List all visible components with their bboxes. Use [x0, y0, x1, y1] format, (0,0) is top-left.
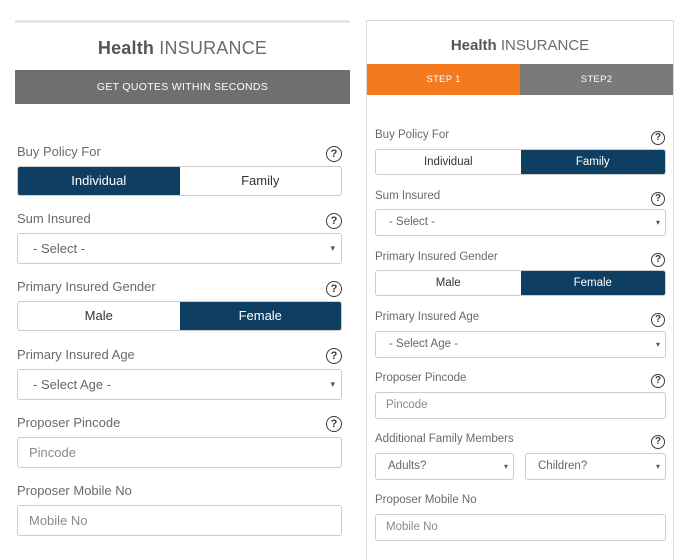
mobile-input[interactable]: Mobile No — [17, 505, 342, 536]
age-label: Primary Insured Age — [17, 347, 135, 362]
form-title: Health INSURANCE — [15, 38, 350, 59]
sum-insured-select[interactable]: - Select - ▾ — [17, 233, 342, 264]
age-select[interactable]: - Select Age - ▾ — [17, 369, 342, 400]
adults-select[interactable]: Adults? ▾ — [375, 453, 514, 480]
chevron-down-icon: ▾ — [330, 379, 335, 389]
option-female[interactable]: Female — [179, 302, 341, 330]
step-tabs: STEP 1 STEP2 — [367, 64, 673, 95]
adults-value: Adults? — [388, 460, 427, 472]
option-family[interactable]: Family — [241, 173, 280, 188]
form-title: Health INSURANCE — [367, 37, 673, 54]
title-bold: Health — [97, 38, 155, 58]
pincode-label: Proposer Pincode — [375, 372, 467, 384]
chevron-down-icon: ▾ — [655, 340, 660, 349]
gender-toggle: Male Female — [375, 270, 666, 296]
age-label: Primary Insured Age — [375, 311, 480, 323]
help-icon[interactable]: ? — [326, 281, 342, 297]
buy-policy-label: Buy Policy For — [375, 129, 450, 141]
sum-insured-value: - Select - — [33, 241, 86, 256]
gender-toggle: Male Female — [17, 301, 342, 331]
tab-step-1[interactable]: STEP 1 — [367, 64, 520, 95]
age-value: - Select Age - — [389, 338, 459, 350]
pincode-label: Proposer Pincode — [17, 415, 121, 430]
title-bold: Health — [450, 37, 497, 54]
option-individual[interactable]: Individual — [18, 167, 180, 195]
quotes-banner: GET QUOTES WITHIN SECONDS — [15, 70, 350, 104]
family-members-label: Additional Family Members — [375, 433, 514, 445]
buy-policy-label: Buy Policy For — [17, 144, 101, 159]
help-icon[interactable]: ? — [651, 192, 665, 206]
help-icon[interactable]: ? — [651, 435, 665, 449]
tab-step-2[interactable]: STEP2 — [520, 64, 673, 95]
children-value: Children? — [538, 460, 588, 472]
option-male[interactable]: Male — [84, 308, 113, 323]
mobile-label: Proposer Mobile No — [17, 483, 132, 498]
mobile-input[interactable]: Mobile No — [375, 514, 666, 541]
help-icon[interactable]: ? — [651, 253, 665, 267]
chevron-down-icon: ▾ — [503, 462, 508, 471]
sum-insured-value: - Select - — [389, 216, 436, 228]
title-rest: INSURANCE — [154, 38, 268, 58]
buy-policy-toggle: Individual Family — [375, 149, 666, 175]
sum-insured-label: Sum Insured — [375, 190, 441, 202]
help-icon[interactable]: ? — [326, 213, 342, 229]
age-select[interactable]: - Select Age - ▾ — [375, 331, 666, 358]
option-female[interactable]: Female — [520, 271, 665, 295]
chevron-down-icon: ▾ — [655, 218, 660, 227]
chevron-down-icon: ▾ — [330, 243, 335, 253]
pincode-input[interactable]: Pincode — [17, 437, 342, 468]
option-male[interactable]: Male — [435, 277, 461, 289]
title-rest: INSURANCE — [496, 37, 590, 54]
option-family[interactable]: Family — [520, 150, 665, 174]
gender-label: Primary Insured Gender — [375, 251, 498, 263]
option-individual[interactable]: Individual — [423, 156, 473, 168]
age-value: - Select Age - — [33, 377, 112, 392]
chevron-down-icon: ▾ — [655, 462, 660, 471]
top-divider — [15, 20, 350, 23]
help-icon[interactable]: ? — [326, 146, 342, 162]
sum-insured-select[interactable]: - Select - ▾ — [375, 209, 666, 236]
help-icon[interactable]: ? — [651, 374, 665, 388]
mobile-label: Proposer Mobile No — [375, 494, 477, 506]
help-icon[interactable]: ? — [651, 131, 665, 145]
sum-insured-label: Sum Insured — [17, 211, 91, 226]
gender-label: Primary Insured Gender — [17, 279, 156, 294]
left-quote-form: Health INSURANCE GET QUOTES WITHIN SECON… — [15, 20, 350, 536]
help-icon[interactable]: ? — [326, 348, 342, 364]
help-icon[interactable]: ? — [651, 313, 665, 327]
buy-policy-toggle: Individual Family — [17, 166, 342, 196]
right-quote-form: Health INSURANCE STEP 1 STEP2 Buy Policy… — [366, 20, 674, 560]
help-icon[interactable]: ? — [326, 416, 342, 432]
pincode-input[interactable]: Pincode — [375, 392, 666, 419]
children-select[interactable]: Children? ▾ — [525, 453, 666, 480]
